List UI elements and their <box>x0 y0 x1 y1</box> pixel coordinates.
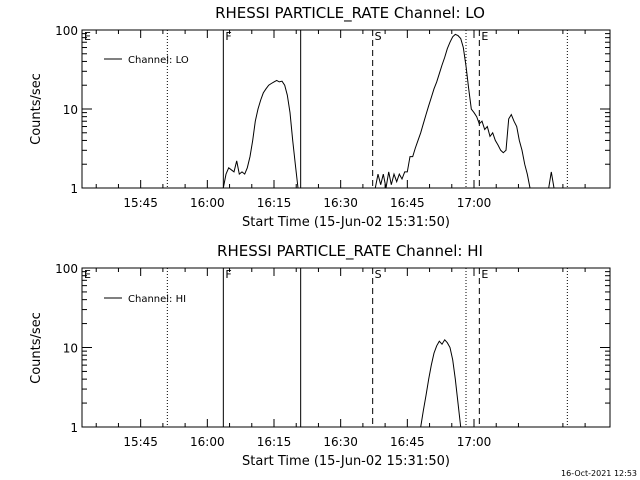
y-tick-label-hi: 1 <box>70 421 78 435</box>
chart-title-lo: RHESSI PARTICLE_RATE Channel: LO <box>215 4 485 23</box>
marker-label-f-hi: F <box>225 268 231 281</box>
y-tick-label-lo: 1 <box>70 182 78 196</box>
x-tick-label-hi: 15:45 <box>123 435 158 449</box>
marker-label-e-lo: E <box>84 30 91 43</box>
y-axis-label-hi: Counts/sec <box>29 312 44 384</box>
legend-label-lo: Channel: LO <box>128 55 189 66</box>
series-line-lo <box>548 171 555 189</box>
plot-frame-hi <box>81 267 611 428</box>
x-tick-label-hi: 16:15 <box>257 435 292 449</box>
marker-label-e-hi: E <box>84 268 91 281</box>
plot-frame-lo <box>81 29 611 189</box>
legend-label-hi: Channel: HI <box>128 294 186 305</box>
data-hi <box>420 338 462 428</box>
x-axis-label-hi: Start Time (15-Jun-02 15:31:50) <box>242 454 450 469</box>
ticks-hi: 1 10 100 15:45 16:00 16:15 16:30 16:45 17:00 <box>55 262 610 449</box>
timestamp: 16-Oct-2021 12:53 <box>561 469 637 478</box>
panel-hi: RHESSI PARTICLE_RATE Channel: HI Counts/… <box>29 242 611 469</box>
marker-label-e-hi: E <box>481 268 488 281</box>
x-tick-label-lo: 17:00 <box>457 196 492 210</box>
y-tick-label-hi: 10 <box>63 342 78 356</box>
series-line-lo <box>374 33 531 189</box>
series-line-lo <box>222 79 299 189</box>
x-tick-label-lo: 16:00 <box>190 196 225 210</box>
y-tick-label-lo: 10 <box>63 103 78 117</box>
y-axis-label-lo: Counts/sec <box>29 73 44 145</box>
x-tick-label-hi: 16:00 <box>190 435 225 449</box>
x-tick-label-lo: 15:45 <box>123 196 158 210</box>
series-line-hi <box>420 338 462 428</box>
y-tick-label-hi: 100 <box>55 262 78 276</box>
marker-label-f-lo: F <box>225 30 231 43</box>
x-tick-label-lo: 16:30 <box>323 196 358 210</box>
data-lo <box>222 33 555 189</box>
panel-lo: RHESSI PARTICLE_RATE Channel: LO Counts/… <box>29 4 611 230</box>
x-tick-label-hi: 16:30 <box>323 435 358 449</box>
x-tick-label-lo: 16:45 <box>390 196 425 210</box>
ticks-lo: 1 10 100 15:45 16:00 16:15 16:30 16:45 17:00 <box>55 24 610 210</box>
x-tick-label-lo: 16:15 <box>257 196 292 210</box>
marker-label-e-lo: E <box>481 30 488 43</box>
x-tick-label-hi: 16:45 <box>390 435 425 449</box>
y-tick-label-lo: 100 <box>55 24 78 38</box>
chart-title-hi: RHESSI PARTICLE_RATE Channel: HI <box>217 242 483 261</box>
marker-label-s-lo: S <box>375 30 382 43</box>
x-tick-label-hi: 17:00 <box>457 435 492 449</box>
x-axis-label-lo: Start Time (15-Jun-02 15:31:50) <box>242 215 450 230</box>
marker-label-s-hi: S <box>375 268 382 281</box>
